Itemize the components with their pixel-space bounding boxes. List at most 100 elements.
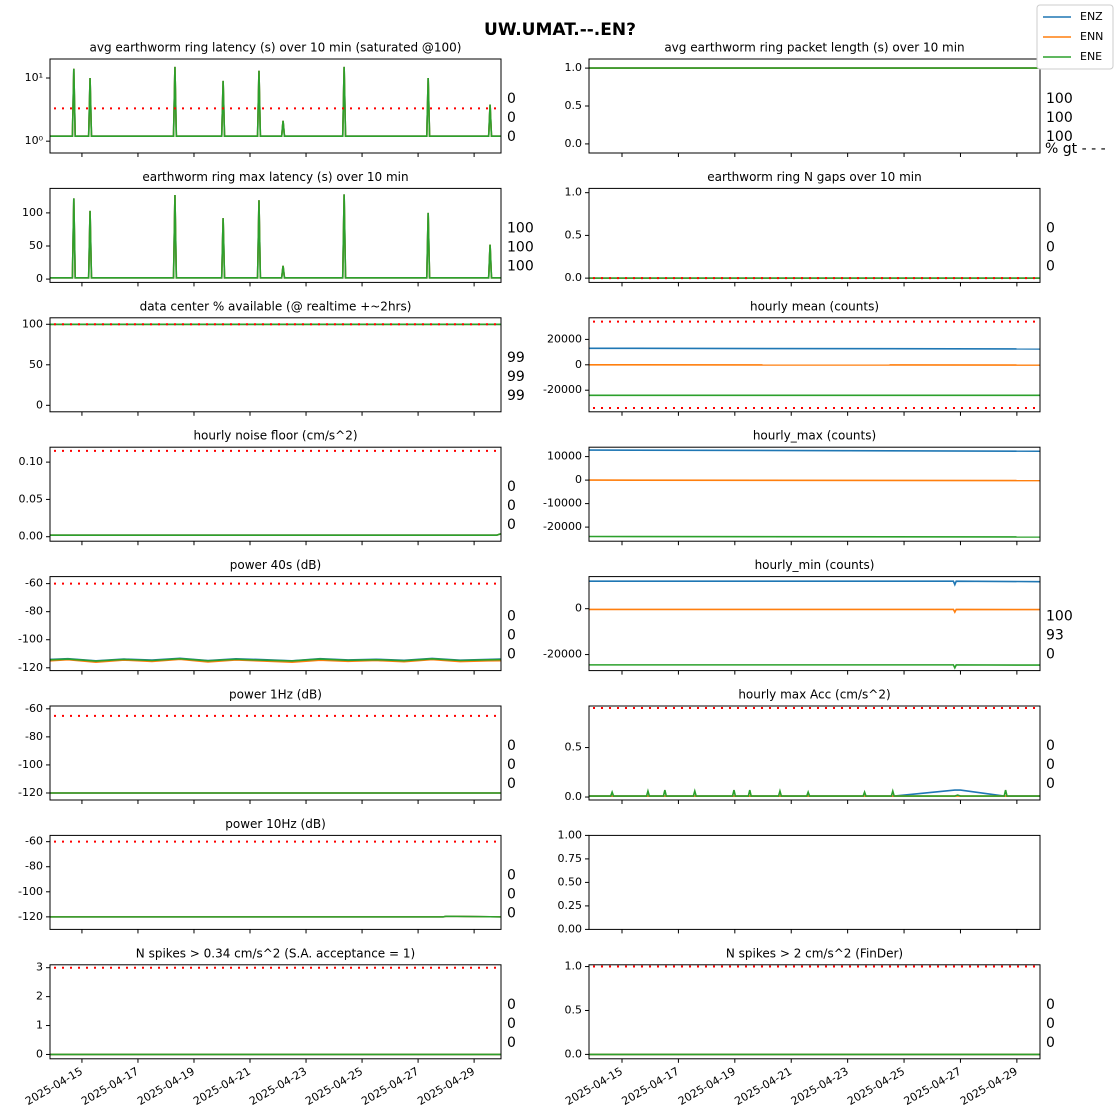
series-line <box>588 449 1041 452</box>
panel-title: hourly noise floor (cm/s^2) <box>193 429 357 443</box>
series-line <box>589 789 1040 797</box>
y-tick-label: -120 <box>18 661 43 674</box>
side-label: 99 <box>507 388 525 404</box>
y-tick-label: 0.50 <box>558 875 583 888</box>
side-label: 100 <box>1046 609 1073 625</box>
y-tick-label: 0 <box>36 272 43 285</box>
y-tick-label: 0 <box>575 358 582 371</box>
side-label: 0 <box>507 498 516 514</box>
side-label: 100 <box>1046 110 1073 126</box>
x-tick-label: 2025-04-27 <box>902 1065 964 1108</box>
axes-frame <box>49 317 502 413</box>
series-line <box>588 347 1041 350</box>
x-tick-label: 2025-04-15 <box>563 1065 625 1108</box>
y-tick-label: -100 <box>18 885 43 898</box>
y-tick-label: 3 <box>36 961 43 974</box>
axes-frame <box>588 58 1041 154</box>
y-tick-label: -60 <box>25 702 43 715</box>
panel-title: N spikes > 0.34 cm/s^2 (S.A. acceptance … <box>136 946 415 960</box>
side-label: 99 <box>507 369 525 385</box>
y-tick-label: -60 <box>25 577 43 590</box>
side-label: 0 <box>1046 220 1055 236</box>
side-label: 100 <box>1046 91 1073 107</box>
x-tick-label: 2025-04-19 <box>676 1065 738 1108</box>
y-tick-label: 0.5 <box>565 228 583 241</box>
axes-frame <box>49 446 502 542</box>
legend-box <box>1036 4 1114 70</box>
y-tick-label: 0.0 <box>565 137 583 150</box>
x-tick-label: 2025-04-23 <box>247 1065 309 1108</box>
y-tick-label: 10¹ <box>25 71 43 84</box>
figure-title: UW.UMAT.--.EN? <box>484 20 636 40</box>
y-tick-label: -100 <box>18 758 43 771</box>
y-tick-label: -10000 <box>543 497 582 510</box>
side-label: 0 <box>1046 647 1055 663</box>
x-tick-label: 2025-04-17 <box>620 1065 682 1108</box>
y-tick-label: -80 <box>25 730 43 743</box>
side-label: 0 <box>1046 757 1055 773</box>
y-tick-label: -100 <box>18 633 43 646</box>
x-tick-label: 2025-04-15 <box>23 1065 85 1108</box>
side-label: 0 <box>507 1035 516 1051</box>
y-tick-label: 0.5 <box>565 99 583 112</box>
side-label: 0 <box>507 757 516 773</box>
y-tick-label: -60 <box>25 835 43 848</box>
series-line <box>50 915 502 918</box>
y-tick-label: 20000 <box>547 332 582 345</box>
y-tick-label: 0 <box>575 602 582 615</box>
panel-title: hourly_max (counts) <box>753 429 876 443</box>
axes-frame <box>588 576 1041 672</box>
axes-frame <box>588 187 1041 283</box>
panel-title: earthworm ring max latency (s) over 10 m… <box>142 170 408 184</box>
x-tick-label: 2025-04-17 <box>79 1065 141 1108</box>
panel-title: avg earthworm ring latency (s) over 10 m… <box>90 41 462 55</box>
x-tick-label: 2025-04-29 <box>415 1065 477 1108</box>
series-line <box>50 194 501 279</box>
y-tick-label: 0 <box>36 398 43 411</box>
y-tick-label: 1.00 <box>558 828 583 841</box>
y-tick-label: 10⁰ <box>25 134 44 147</box>
y-tick-label: 0.05 <box>19 492 44 505</box>
y-tick-label: -20000 <box>543 648 582 661</box>
axes-frame <box>49 964 502 1060</box>
axes-frame <box>49 834 502 930</box>
threshold-note: % gt - - - <box>1045 141 1106 157</box>
y-tick-label: 100 <box>22 317 43 330</box>
panel-title: hourly_min (counts) <box>755 558 875 572</box>
axes-frame <box>588 964 1041 1060</box>
series-line <box>50 66 501 137</box>
side-label: 0 <box>507 738 516 754</box>
y-tick-label: -120 <box>18 910 43 923</box>
side-label: 0 <box>1046 258 1055 274</box>
side-label: 0 <box>507 91 516 107</box>
legend-label: ENZ <box>1080 10 1103 23</box>
y-tick-label: -20000 <box>543 383 582 396</box>
side-label: 0 <box>507 110 516 126</box>
series-line <box>50 532 502 537</box>
side-label: 0 <box>507 1016 516 1032</box>
series-line <box>589 580 1041 587</box>
x-tick-label: 2025-04-25 <box>303 1065 365 1108</box>
axes-frame <box>588 705 1041 801</box>
series-line <box>50 66 501 137</box>
side-label: 0 <box>507 628 516 644</box>
panel-title: power 10Hz (dB) <box>225 817 326 831</box>
y-tick-label: 0.10 <box>19 455 44 468</box>
y-tick-label: 2 <box>36 990 43 1003</box>
series-line <box>589 664 1041 670</box>
x-tick-label: 2025-04-19 <box>135 1065 197 1108</box>
side-label: 0 <box>507 905 516 921</box>
panel-title: power 40s (dB) <box>230 558 321 572</box>
y-tick-label: 0.5 <box>565 741 583 754</box>
y-tick-label: 1.0 <box>565 960 583 973</box>
y-tick-label: 1.0 <box>565 186 583 199</box>
series-line <box>50 194 501 279</box>
side-label: 0 <box>1046 776 1055 792</box>
side-label: 0 <box>1046 1035 1055 1051</box>
side-label: 93 <box>1046 628 1064 644</box>
y-tick-label: 0.0 <box>565 271 583 284</box>
side-label: 100 <box>507 258 534 274</box>
panel-title: avg earthworm ring packet length (s) ove… <box>664 41 964 55</box>
